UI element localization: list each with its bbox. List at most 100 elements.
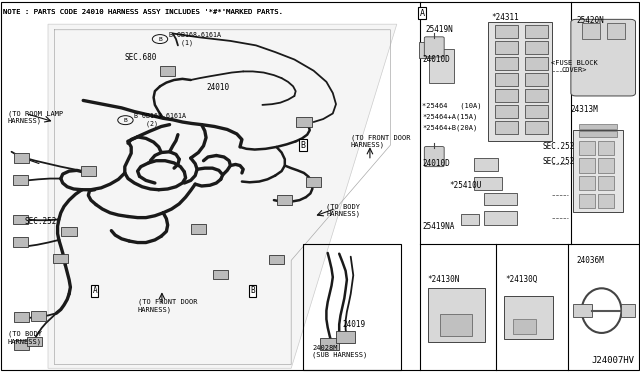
Bar xyxy=(495,89,518,102)
FancyBboxPatch shape xyxy=(14,153,29,163)
Bar xyxy=(579,194,595,208)
FancyBboxPatch shape xyxy=(321,338,339,350)
Text: 24010: 24010 xyxy=(206,83,229,92)
Text: B: B xyxy=(158,36,162,42)
Text: B: B xyxy=(300,141,305,150)
Bar xyxy=(579,124,617,129)
Text: 24036M: 24036M xyxy=(576,256,604,265)
FancyBboxPatch shape xyxy=(27,337,42,346)
Bar xyxy=(525,89,548,102)
Bar xyxy=(525,121,548,134)
Bar xyxy=(582,23,600,39)
Bar xyxy=(598,194,614,208)
Bar xyxy=(474,177,502,190)
FancyBboxPatch shape xyxy=(504,296,553,339)
FancyBboxPatch shape xyxy=(429,49,454,83)
Text: A: A xyxy=(420,9,425,17)
Text: (TO BODY
HARNESS): (TO BODY HARNESS) xyxy=(8,331,42,345)
Text: 25419NA: 25419NA xyxy=(422,222,455,231)
Bar xyxy=(303,244,401,370)
Text: SEC.680: SEC.680 xyxy=(125,53,157,62)
Text: 24019: 24019 xyxy=(342,320,365,329)
Text: SEC.252: SEC.252 xyxy=(543,157,575,166)
Bar xyxy=(488,22,552,141)
Text: A: A xyxy=(92,286,97,295)
Text: NOTE : PARTS CODE 24010 HARNESS ASSY INCLUDES '*#*'MARKED PARTS.: NOTE : PARTS CODE 24010 HARNESS ASSY INC… xyxy=(3,9,283,15)
FancyBboxPatch shape xyxy=(213,270,228,279)
Text: *25410U: *25410U xyxy=(449,182,482,190)
Text: *25464+A(15A): *25464+A(15A) xyxy=(422,113,477,120)
Bar xyxy=(474,158,498,171)
FancyBboxPatch shape xyxy=(13,175,28,185)
FancyBboxPatch shape xyxy=(571,19,636,96)
Text: J24007HV: J24007HV xyxy=(592,356,635,365)
Bar xyxy=(484,193,517,205)
Bar xyxy=(579,141,595,155)
Text: *24130N: *24130N xyxy=(428,275,460,284)
Text: (TO BODY
HARNESS): (TO BODY HARNESS) xyxy=(326,203,360,217)
Bar xyxy=(579,158,595,173)
FancyBboxPatch shape xyxy=(160,66,175,76)
Bar xyxy=(579,131,617,137)
Bar xyxy=(495,121,518,134)
Bar xyxy=(598,158,614,173)
Bar xyxy=(461,214,479,225)
Text: SEC.252: SEC.252 xyxy=(24,217,57,226)
Text: 25419N: 25419N xyxy=(426,25,453,34)
Text: *25464+B(20A): *25464+B(20A) xyxy=(422,125,477,131)
FancyBboxPatch shape xyxy=(337,331,355,343)
Text: B 0B168-6161A
   (1): B 0B168-6161A (1) xyxy=(169,32,221,46)
FancyBboxPatch shape xyxy=(277,195,292,205)
Bar xyxy=(598,176,614,190)
Bar xyxy=(495,41,518,54)
Text: (TO ROOM LAMP
HARNESS): (TO ROOM LAMP HARNESS) xyxy=(8,110,63,124)
FancyBboxPatch shape xyxy=(53,254,68,263)
FancyBboxPatch shape xyxy=(419,42,433,58)
Bar xyxy=(525,41,548,54)
FancyBboxPatch shape xyxy=(424,147,444,167)
Bar xyxy=(495,25,518,38)
Text: *24130Q: *24130Q xyxy=(506,275,538,284)
FancyBboxPatch shape xyxy=(13,215,28,224)
Text: B: B xyxy=(250,286,255,295)
Text: B: B xyxy=(124,118,127,123)
Text: (TO FRONT DOOR
HARNESS): (TO FRONT DOOR HARNESS) xyxy=(351,134,410,148)
Bar xyxy=(598,141,614,155)
Bar xyxy=(621,304,635,317)
Text: *25464   (10A): *25464 (10A) xyxy=(422,102,482,109)
Polygon shape xyxy=(48,24,397,368)
Bar xyxy=(484,211,517,225)
Bar xyxy=(525,73,548,86)
Text: 24313M: 24313M xyxy=(571,105,598,114)
Bar xyxy=(525,25,548,38)
Bar xyxy=(579,176,595,190)
FancyBboxPatch shape xyxy=(81,166,96,176)
Bar xyxy=(607,23,625,39)
FancyBboxPatch shape xyxy=(61,227,77,236)
Text: 24010D: 24010D xyxy=(422,159,450,168)
FancyBboxPatch shape xyxy=(424,37,444,57)
FancyBboxPatch shape xyxy=(14,340,29,350)
Text: 24028M
(SUB HARNESS): 24028M (SUB HARNESS) xyxy=(312,345,367,358)
FancyBboxPatch shape xyxy=(31,311,46,321)
Text: 25420N: 25420N xyxy=(576,16,604,25)
Bar xyxy=(495,73,518,86)
Bar xyxy=(513,319,536,334)
Bar xyxy=(428,288,485,342)
Text: SEC.252: SEC.252 xyxy=(543,142,575,151)
Bar xyxy=(573,304,592,317)
Text: NOTE : PARTS CODE 24010 HARNESS ASSY INCLUDES '*#*'MARKED PARTS.: NOTE : PARTS CODE 24010 HARNESS ASSY INC… xyxy=(3,9,283,15)
FancyBboxPatch shape xyxy=(306,177,321,187)
FancyBboxPatch shape xyxy=(296,117,312,127)
Bar xyxy=(573,130,623,212)
Bar xyxy=(495,105,518,118)
Text: <FUSE BLOCK
COVER>: <FUSE BLOCK COVER> xyxy=(550,61,598,73)
Bar xyxy=(525,105,548,118)
Text: B 0B168-6161A
   (2): B 0B168-6161A (2) xyxy=(134,113,186,127)
FancyBboxPatch shape xyxy=(191,224,206,234)
Bar xyxy=(440,314,472,336)
Bar xyxy=(525,57,548,70)
Text: *24311: *24311 xyxy=(492,13,519,22)
Bar xyxy=(495,57,518,70)
FancyBboxPatch shape xyxy=(269,255,284,264)
